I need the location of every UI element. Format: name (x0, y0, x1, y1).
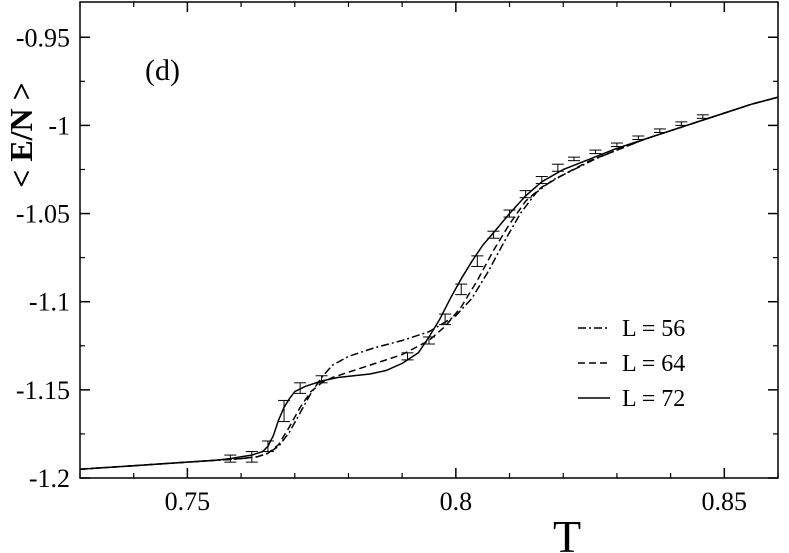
error-bar (278, 399, 291, 423)
error-bar (261, 440, 274, 453)
x-tick-label: 0.85 (702, 487, 748, 516)
error-bar (315, 375, 328, 384)
axis-ticks: 0.75 0.8 0.85 -1.2 -1.15 -1.1 -1.05 -1 -0.95 (16, 2, 779, 516)
legend-label: L = 72 (622, 386, 685, 412)
series-line-1 (79, 96, 779, 470)
y-tick-label: -1.15 (16, 376, 70, 405)
error-bar (245, 451, 258, 463)
series-line-2 (79, 96, 779, 470)
y-tick-label: -1.1 (29, 288, 70, 317)
legend-item: L = 56 (578, 316, 685, 342)
panel-label: (d) (145, 54, 180, 87)
legend-item: L = 72 (578, 386, 685, 412)
series-line-3 (79, 96, 779, 470)
error-bar (696, 114, 709, 119)
error-bar (423, 336, 435, 345)
error-bar (632, 135, 645, 141)
y-tick-label: -1.05 (16, 200, 70, 229)
y-tick-label: -1 (48, 111, 70, 140)
error-bar (294, 382, 307, 394)
legend-label: L = 64 (622, 351, 685, 377)
y-axis-title: < E/N > (3, 82, 39, 188)
y-tick-label: -1.2 (29, 464, 70, 493)
legend-item: L = 64 (578, 351, 685, 377)
error-bar (567, 156, 580, 162)
error-bar (519, 190, 532, 199)
error-bar (401, 352, 414, 361)
legend: L = 56 L = 64 L = 72 (578, 316, 685, 412)
x-tick-label: 0.8 (440, 487, 473, 516)
x-tick-label: 0.75 (165, 487, 211, 516)
error-bar (455, 283, 468, 296)
x-axis-title: T (553, 511, 581, 553)
error-bar (589, 149, 602, 155)
error-bar (610, 142, 623, 148)
error-bar (653, 128, 666, 133)
error-bar (487, 230, 500, 239)
y-tick-label: -0.95 (16, 23, 70, 52)
plot-area (79, 96, 779, 470)
error-bar (535, 176, 548, 185)
legend-label: L = 56 (622, 316, 685, 342)
error-bar (503, 209, 516, 218)
error-bar (224, 454, 237, 463)
error-bar (471, 255, 484, 267)
error-bar (675, 121, 688, 126)
error-bar (439, 313, 452, 326)
plot-frame (79, 1, 779, 479)
error-bar (551, 163, 564, 172)
